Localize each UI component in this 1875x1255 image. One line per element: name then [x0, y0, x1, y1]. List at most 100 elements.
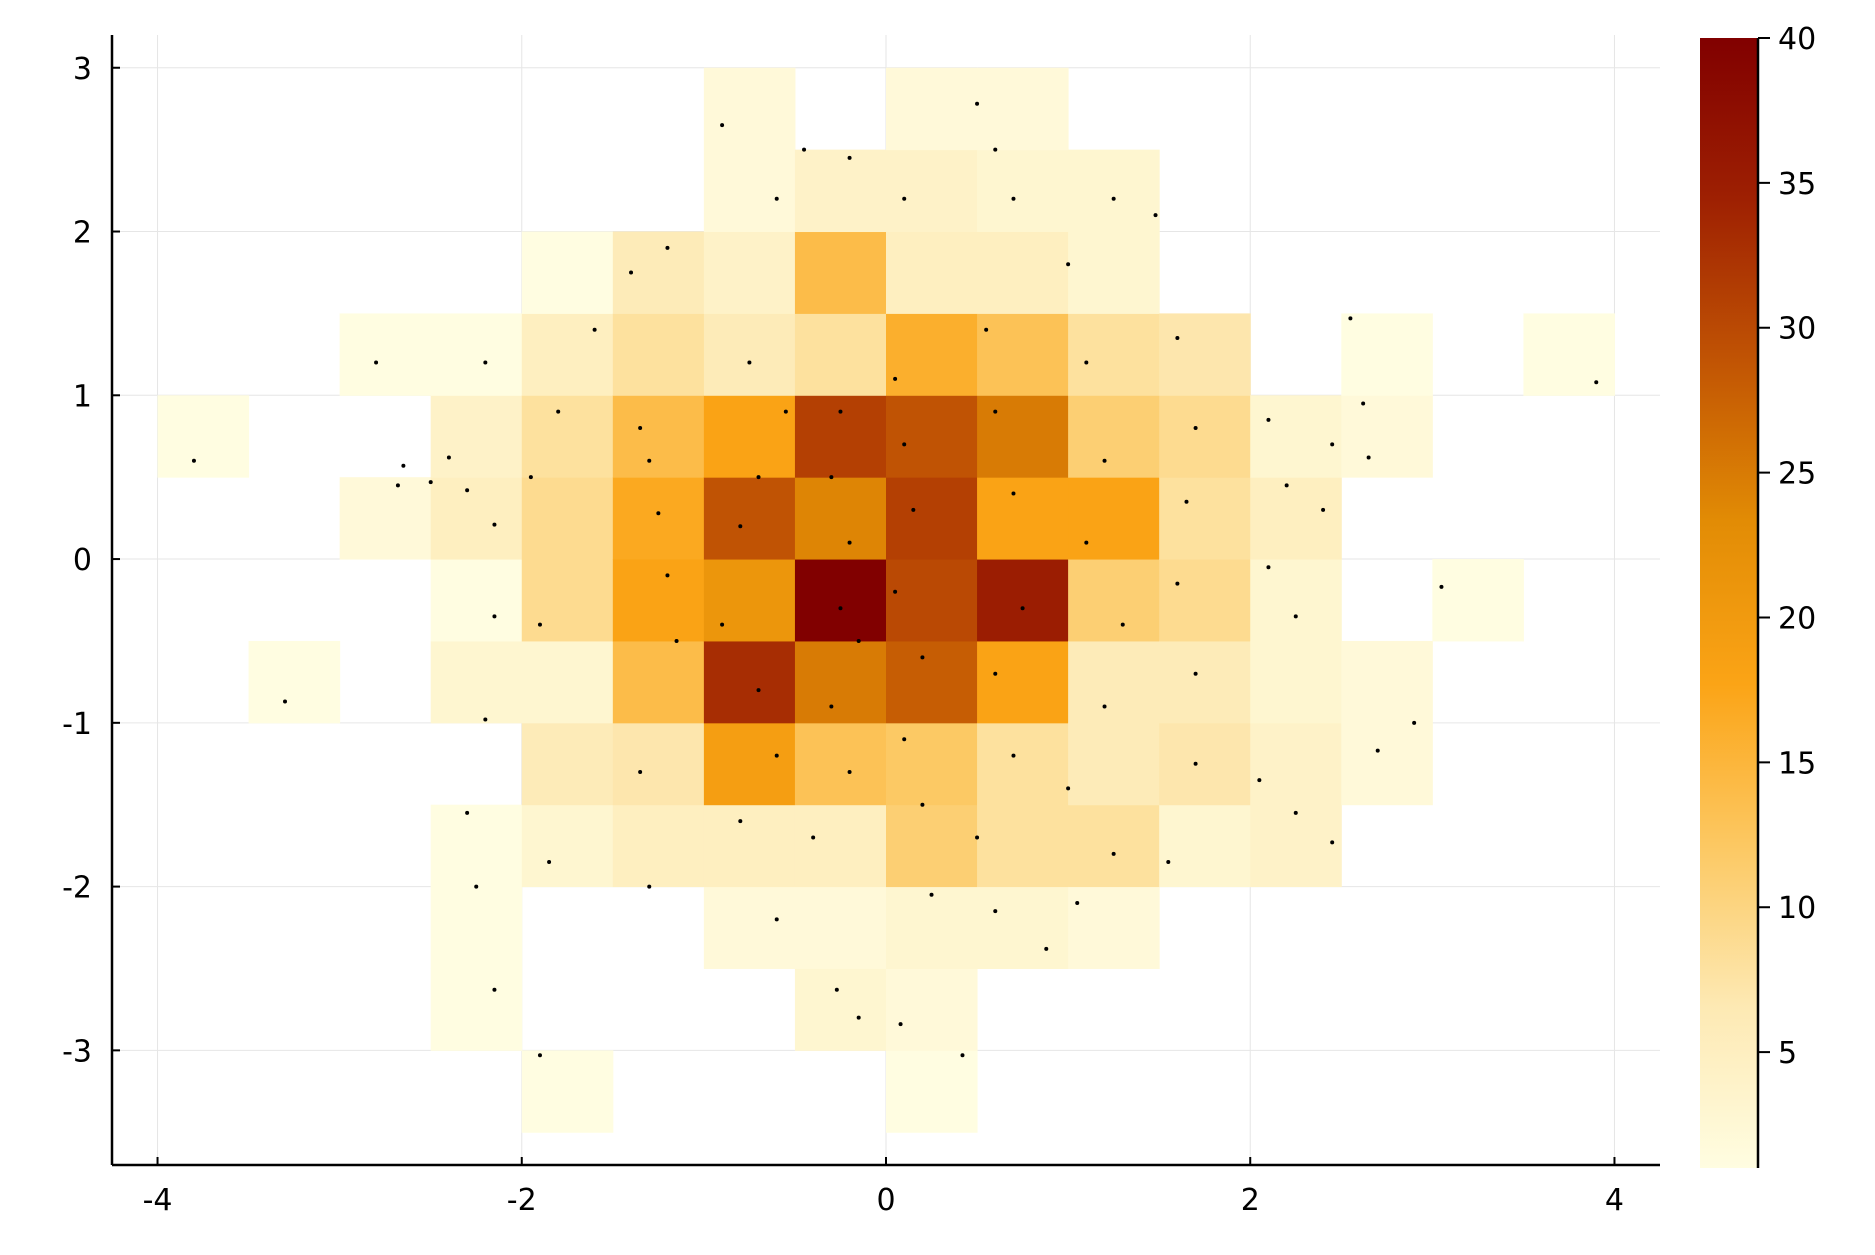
scatter-point [537, 622, 542, 627]
scatter-points [191, 101, 1599, 1058]
histogram-bin [977, 395, 1069, 478]
scatter-point [446, 455, 451, 460]
scatter-point [838, 606, 843, 611]
histogram-bin [1068, 640, 1160, 724]
histogram-bin [521, 313, 614, 396]
scatter-point [1111, 196, 1116, 201]
histogram-bin [1068, 722, 1160, 806]
scatter-point [847, 540, 852, 545]
histogram-bin [1432, 559, 1524, 642]
histogram-bin [703, 804, 796, 888]
scatter-point [465, 488, 470, 493]
x-axis-ticks: -4 -2 0 2 4 [143, 1157, 1624, 1218]
scatter-point [774, 917, 779, 922]
scatter-point [638, 769, 643, 774]
histogram-bin [1523, 313, 1615, 396]
histogram-bin [157, 395, 250, 478]
histogram-bin [521, 231, 614, 314]
scatter-point [1594, 380, 1599, 385]
scatter-point [474, 884, 479, 889]
histogram-bin [1068, 231, 1160, 314]
histogram-bin [886, 722, 978, 806]
histogram-bin [1341, 313, 1433, 396]
scatter-point [638, 426, 643, 431]
scatter-point [1366, 455, 1371, 460]
histogram-bin [1068, 804, 1160, 888]
histogram-bin [521, 559, 614, 642]
scatter-point [847, 155, 852, 160]
scatter-point [993, 409, 998, 414]
scatter-point [975, 835, 980, 840]
scatter-point [1257, 778, 1262, 783]
colorbar-tick-label: 30 [1778, 312, 1816, 347]
scatter-point [374, 360, 379, 365]
scatter-point [1193, 761, 1198, 766]
histogram-bin [1341, 722, 1433, 806]
histogram-bin [1250, 477, 1342, 560]
scatter-point [1075, 900, 1080, 905]
scatter-point [1184, 499, 1189, 504]
scatter-point [191, 458, 196, 463]
histogram-bin [1250, 559, 1342, 642]
histogram-bin [794, 395, 887, 478]
scatter-point [738, 819, 743, 824]
scatter-point [1011, 753, 1016, 758]
histogram-bin [612, 395, 705, 478]
histogram-bin [977, 804, 1069, 888]
scatter-point [802, 147, 807, 152]
scatter-point [911, 507, 916, 512]
y-tick-label: -1 [62, 707, 92, 742]
histogram-bin [794, 231, 887, 314]
scatter-point [898, 1022, 903, 1027]
histogram-bin [703, 149, 796, 233]
scatter-point [847, 769, 852, 774]
histogram-bin [794, 722, 887, 806]
scatter-point [1284, 483, 1289, 488]
scatter-point [811, 835, 816, 840]
scatter-point [984, 327, 989, 332]
y-tick-label: -3 [62, 1034, 92, 1069]
histogram-bin [703, 640, 796, 724]
scatter-point [395, 483, 400, 488]
x-tick-label: 2 [1241, 1183, 1260, 1218]
histogram-bin [703, 313, 796, 396]
histogram-bin [1341, 640, 1433, 724]
y-axis-ticks: -3 -2 -1 0 1 2 3 [62, 52, 120, 1069]
histogram-bin [794, 477, 887, 560]
histogram-bin [521, 640, 614, 724]
scatter-point [1153, 213, 1158, 218]
colorbar-tick-label: 35 [1778, 167, 1816, 202]
scatter-point [993, 909, 998, 914]
scatter-point [492, 987, 497, 992]
y-tick-label: 3 [73, 52, 92, 87]
scatter-point [1175, 581, 1180, 586]
scatter-point [929, 892, 934, 897]
scatter-point [756, 688, 761, 693]
scatter-point [1330, 840, 1335, 845]
scatter-point [483, 360, 488, 365]
scatter-point [1293, 810, 1298, 815]
histogram-bin [339, 313, 432, 396]
scatter-point [1193, 426, 1198, 431]
histogram-bin [430, 477, 523, 560]
histogram-bin [977, 231, 1069, 314]
scatter-point [1175, 335, 1180, 340]
scatter-point [783, 409, 788, 414]
scatter-point [492, 522, 497, 527]
histogram-bin [1068, 477, 1160, 560]
histogram-bin [430, 559, 523, 642]
scatter-point [1084, 360, 1089, 365]
histogram-bin [794, 968, 887, 1051]
scatter-point [960, 1053, 965, 1058]
histogram-bin [1250, 722, 1342, 806]
scatter-point [1111, 851, 1116, 856]
histogram-bin [886, 1050, 978, 1133]
histogram-bin [521, 1050, 614, 1133]
histogram-bin [886, 804, 978, 888]
scatter-point [665, 245, 670, 250]
histogram-bin [703, 886, 796, 969]
x-tick-label: 4 [1605, 1183, 1624, 1218]
x-tick-label: -2 [507, 1183, 537, 1218]
histogram-bin [977, 886, 1069, 969]
